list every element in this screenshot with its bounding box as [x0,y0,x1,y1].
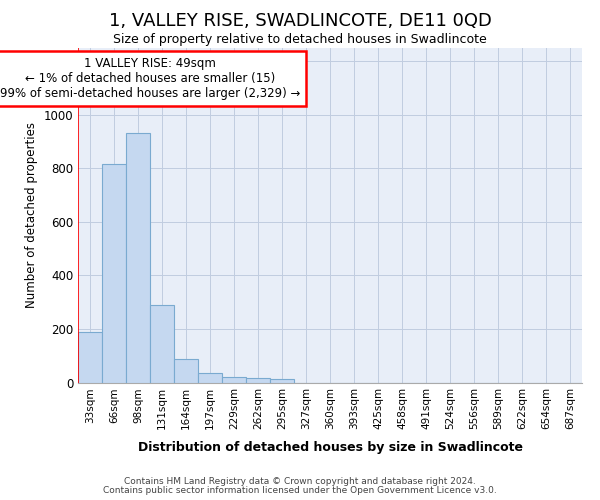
Text: Size of property relative to detached houses in Swadlincote: Size of property relative to detached ho… [113,32,487,46]
Text: 1 VALLEY RISE: 49sqm
← 1% of detached houses are smaller (15)
99% of semi-detach: 1 VALLEY RISE: 49sqm ← 1% of detached ho… [0,57,300,100]
X-axis label: Distribution of detached houses by size in Swadlincote: Distribution of detached houses by size … [137,440,523,454]
Text: Contains HM Land Registry data © Crown copyright and database right 2024.: Contains HM Land Registry data © Crown c… [124,477,476,486]
Bar [150,305,174,382]
Text: Contains public sector information licensed under the Open Government Licence v3: Contains public sector information licen… [103,486,497,495]
Bar [246,378,270,382]
Bar [270,380,294,382]
Text: 1, VALLEY RISE, SWADLINCOTE, DE11 0QD: 1, VALLEY RISE, SWADLINCOTE, DE11 0QD [109,12,491,30]
Bar [174,359,198,382]
Bar [78,332,102,382]
Y-axis label: Number of detached properties: Number of detached properties [25,122,38,308]
Bar [126,134,150,382]
Bar [198,373,222,382]
Bar [102,164,126,382]
Bar [222,376,246,382]
